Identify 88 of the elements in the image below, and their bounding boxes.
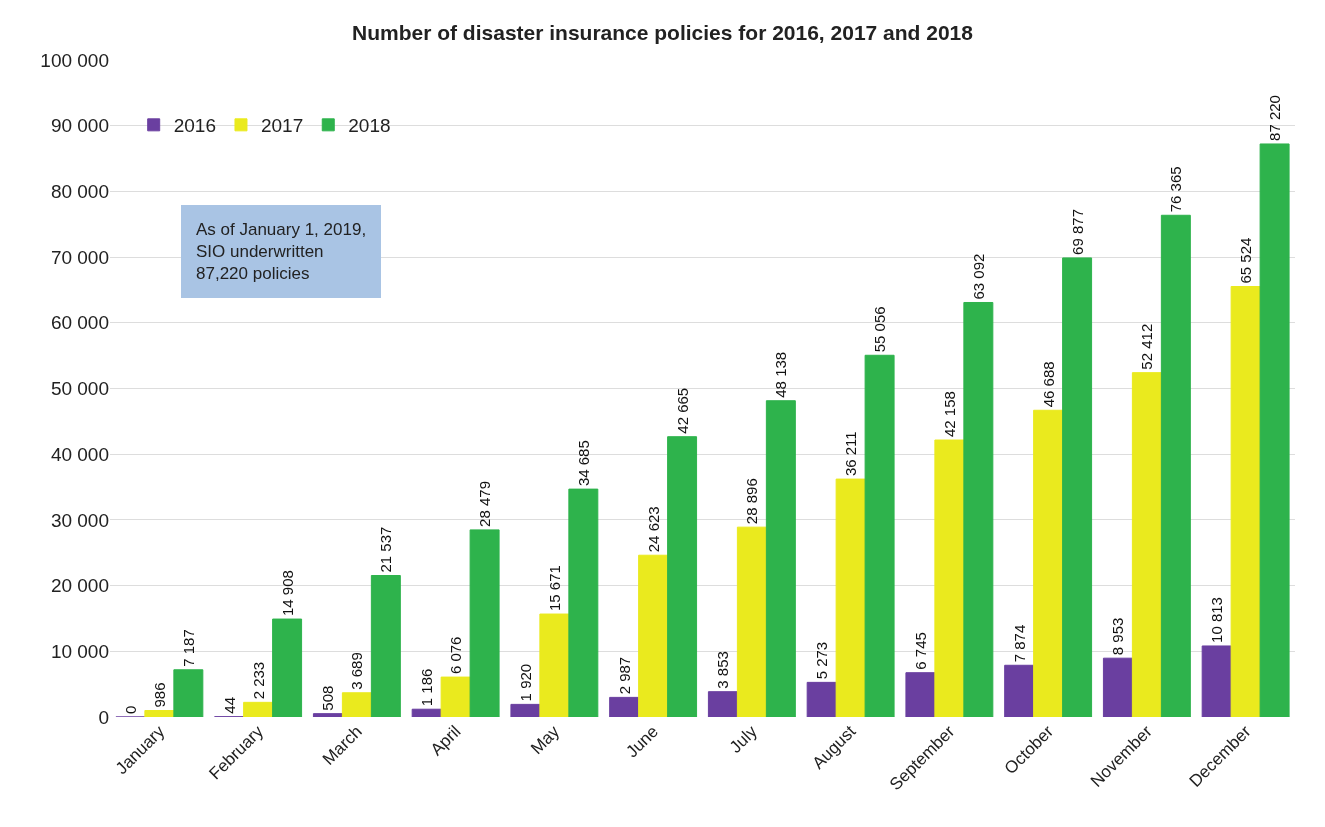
data-label: 5 273 <box>813 641 831 680</box>
y-tick-label: 0 <box>98 706 109 728</box>
data-label: 6 076 <box>447 636 465 675</box>
data-label: 15 671 <box>545 565 563 612</box>
bar <box>736 526 767 717</box>
data-label: 24 623 <box>644 506 662 553</box>
data-label: 0 <box>121 705 139 714</box>
y-tick-label: 90 000 <box>50 115 109 137</box>
bar <box>1201 645 1232 717</box>
y-tick-label: 80 000 <box>50 181 109 203</box>
x-tick-label: May <box>527 721 564 759</box>
annotation: As of January 1, 2019, SIO underwritten 87,220 policies <box>196 220 367 284</box>
data-label: 55 056 <box>871 306 889 353</box>
bar <box>1259 143 1290 717</box>
bar <box>341 692 372 717</box>
data-label: 28 479 <box>476 481 494 527</box>
bar <box>144 710 175 717</box>
legend-label: 2016 <box>173 115 216 137</box>
bar <box>539 613 570 717</box>
bar <box>568 488 599 717</box>
data-label: 34 685 <box>574 440 592 487</box>
legend-label: 2017 <box>260 115 304 137</box>
bar <box>1033 409 1064 717</box>
x-tick-label: July <box>725 721 762 757</box>
chart-title: Number of disaster insurance policies for 2016, 2017 and 2018 <box>352 20 974 44</box>
data-label: 21 537 <box>377 526 395 573</box>
bar <box>411 708 442 717</box>
bar <box>667 436 698 717</box>
y-tick-label: 60 000 <box>50 312 109 334</box>
bar <box>1062 257 1093 717</box>
data-label: 46 688 <box>1039 361 1057 408</box>
bar <box>765 400 796 717</box>
data-label: 1 920 <box>516 663 534 702</box>
data-label: 2 233 <box>249 661 267 700</box>
data-label: 7 874 <box>1010 624 1028 663</box>
data-label: 87 220 <box>1266 95 1284 141</box>
data-label: 48 138 <box>772 351 790 398</box>
data-label: 3 689 <box>348 652 366 690</box>
y-tick-label: 100 000 <box>40 49 109 71</box>
bar <box>1160 214 1191 717</box>
y-tick-label: 40 000 <box>50 443 109 465</box>
bar <box>1004 664 1035 717</box>
data-label: 8 953 <box>1109 617 1127 656</box>
y-tick-label: 30 000 <box>50 509 109 531</box>
data-label: 6 745 <box>911 632 929 670</box>
data-label: 76 365 <box>1167 166 1185 213</box>
data-label: 10 813 <box>1208 597 1226 643</box>
bar <box>934 439 965 717</box>
bar <box>1230 286 1261 717</box>
data-label: 42 158 <box>940 391 958 438</box>
bar <box>638 554 669 717</box>
bar <box>707 691 738 717</box>
data-label: 63 092 <box>969 253 987 300</box>
data-label: 28 896 <box>743 478 761 525</box>
data-label: 42 665 <box>673 387 691 434</box>
data-label: 7 187 <box>179 629 197 667</box>
y-tick-label: 10 000 <box>50 640 109 662</box>
bar <box>835 478 866 717</box>
bar <box>312 713 343 717</box>
data-label: 2 987 <box>615 656 633 695</box>
bar <box>173 669 204 717</box>
bar <box>806 681 837 717</box>
data-label: 36 211 <box>842 431 860 477</box>
data-label: 3 853 <box>714 651 732 689</box>
y-tick-label: 70 000 <box>50 246 109 268</box>
bar <box>963 301 994 717</box>
bar <box>609 696 640 717</box>
data-label: 52 412 <box>1138 323 1156 370</box>
bar <box>370 575 401 717</box>
bar <box>272 618 303 717</box>
bar <box>510 703 541 717</box>
bar <box>440 676 471 717</box>
bar <box>469 529 500 717</box>
data-label: 69 877 <box>1068 209 1086 255</box>
y-tick-label: 20 000 <box>50 575 109 597</box>
data-label: 1 186 <box>418 668 436 707</box>
data-label: 65 524 <box>1237 237 1255 284</box>
bar <box>905 672 936 717</box>
data-label: 986 <box>150 682 168 708</box>
legend-label: 2018 <box>348 115 391 137</box>
data-label: 508 <box>319 685 337 711</box>
bar <box>1131 372 1162 717</box>
bar <box>1102 657 1133 717</box>
bar <box>864 354 895 717</box>
y-tick-label: 50 000 <box>50 378 109 400</box>
data-label: 14 908 <box>278 570 296 617</box>
bar <box>243 701 274 717</box>
data-label: 44 <box>220 697 238 714</box>
